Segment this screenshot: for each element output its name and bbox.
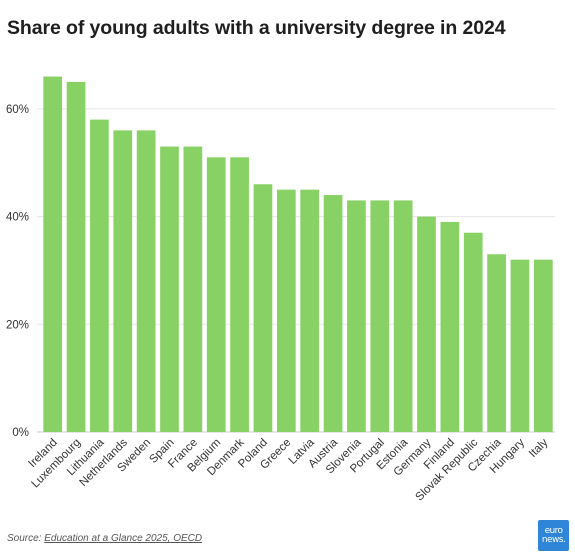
source-prefix: Source: [7,533,45,544]
bar-france [183,146,203,433]
logo-line-1: euro [544,525,563,536]
source-link[interactable]: Education at a Glance 2025, OECD [44,533,203,544]
bar-latvia [300,189,320,432]
x-tick-label: Italy [527,436,551,460]
bar-denmark [230,157,249,433]
y-tick-label: 20% [6,319,29,331]
bar-hungary [510,259,530,432]
bar-italy [533,259,553,432]
bar-finland [440,221,460,432]
bar-lithuania [90,119,109,432]
bar-germany [417,216,436,432]
source-note: Source: Education at a Glance 2025, OECD [7,533,202,544]
bar-austria [323,195,343,432]
euronews-logo: euro news. [538,520,569,551]
y-tick-label: 0% [12,427,29,439]
bar-estonia [393,200,413,432]
bar-luxembourg [66,81,86,432]
y-axis-ticks: 0% 20% 40% 60% [6,104,29,439]
bar-ireland [43,76,63,433]
bar-slovenia [347,200,366,432]
bar-belgium [206,157,226,433]
logo-line-2: news. [541,534,566,545]
y-tick-label: 60% [6,104,29,116]
bar-slovak-republic [463,232,483,432]
bars [43,76,553,433]
bar-spain [160,146,179,433]
bar-poland [253,184,273,432]
x-axis-ticks: IrelandLuxembourgLithuaniaNetherlandsSwe… [26,436,550,503]
chart-title: Share of young adults with a university … [7,17,506,39]
bar-netherlands [113,130,133,432]
bar-greece [276,189,296,432]
bar-czechia [487,254,506,432]
bar-sweden [136,130,156,432]
y-tick-label: 40% [6,212,29,224]
bar-portugal [370,200,390,432]
